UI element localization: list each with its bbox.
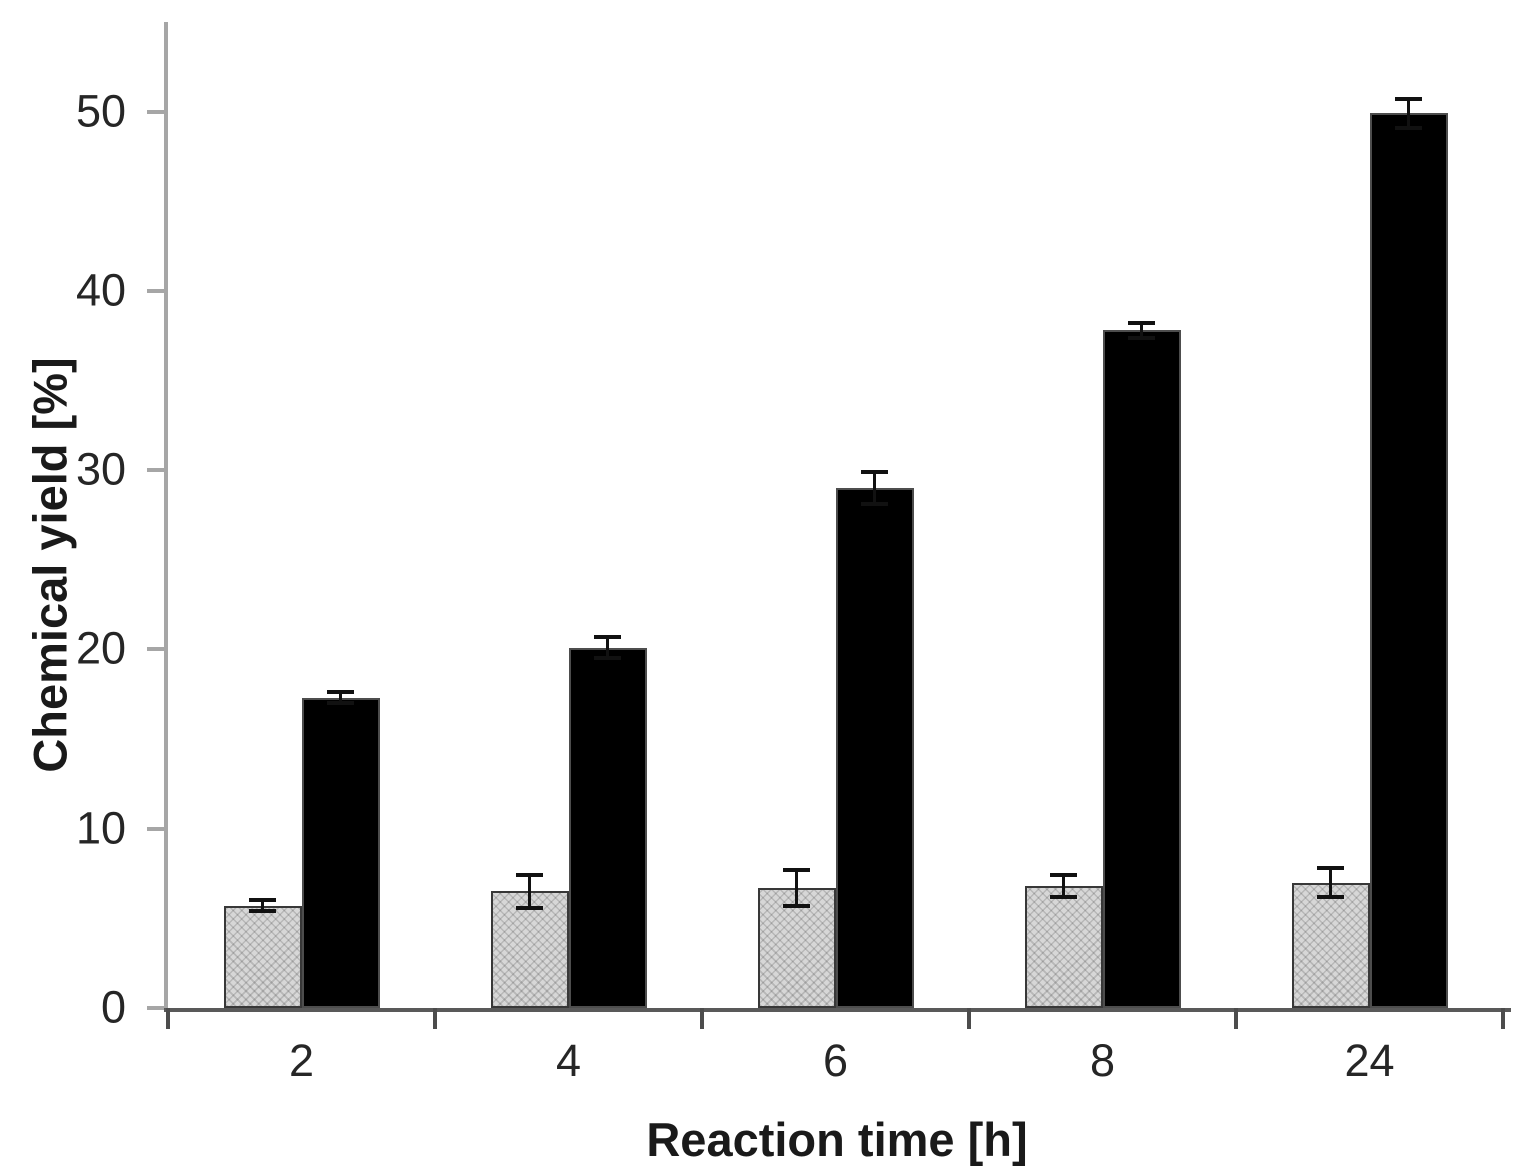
bar-gray-24h xyxy=(1291,882,1370,1008)
error-bar-cap-bottom xyxy=(594,656,621,661)
error-bar-cap-bottom xyxy=(1317,894,1344,899)
error-bar-cap-top xyxy=(1128,321,1155,326)
y-axis-tick xyxy=(147,826,164,831)
error-bar-cap-top xyxy=(861,469,888,474)
bar-black-24h xyxy=(1369,113,1448,1008)
y-tick-label: 20 xyxy=(75,623,126,675)
x-category-label: 24 xyxy=(1344,1035,1395,1086)
y-tick-label: 40 xyxy=(75,264,126,316)
bar-gray-2h xyxy=(223,905,302,1008)
error-bar-cap-top xyxy=(1050,873,1077,878)
x-axis-line xyxy=(164,1008,1511,1012)
error-bar-line xyxy=(795,869,798,906)
error-bar-line xyxy=(1329,868,1332,897)
x-category-label: 4 xyxy=(555,1035,582,1086)
error-bar-cap-top xyxy=(1395,97,1422,102)
bar-black-6h xyxy=(835,488,914,1008)
y-axis-tick xyxy=(147,647,164,652)
error-bar-line xyxy=(873,471,876,505)
error-bar-cap-bottom xyxy=(783,903,810,908)
error-bar-cap-bottom xyxy=(1395,125,1422,130)
bar-gray-4h xyxy=(490,891,569,1008)
y-axis-title: Chemical yield [%] xyxy=(23,357,77,773)
error-bar-line xyxy=(339,692,342,704)
error-bar-cap-bottom xyxy=(327,701,354,706)
x-axis-tick xyxy=(967,1008,971,1029)
error-bar-line xyxy=(1140,323,1143,338)
y-axis-tick xyxy=(147,1006,164,1010)
x-category-label: 6 xyxy=(822,1035,849,1086)
x-axis-tick xyxy=(166,1008,170,1029)
error-bar-cap-top xyxy=(249,898,276,903)
error-bar-line xyxy=(1062,875,1065,897)
y-tick-label: 0 xyxy=(100,981,126,1033)
y-tick-label: 50 xyxy=(75,85,126,137)
y-axis-line xyxy=(164,22,168,1012)
x-axis-tick xyxy=(1501,1008,1505,1029)
error-bar-line xyxy=(528,875,531,908)
error-bar-cap-top xyxy=(327,690,354,695)
y-tick-label: 30 xyxy=(75,443,126,495)
y-axis-tick xyxy=(147,109,164,114)
x-category-label: 8 xyxy=(1089,1035,1116,1086)
error-bar-cap-bottom xyxy=(861,502,888,507)
x-axis-tick xyxy=(700,1008,704,1029)
y-axis-tick xyxy=(147,288,164,293)
error-bar-cap-top xyxy=(516,873,543,878)
error-bar-cap-top xyxy=(783,867,810,872)
x-axis-title: Reaction time [h] xyxy=(646,1113,1028,1166)
bar-black-2h xyxy=(301,697,380,1008)
bar-black-8h xyxy=(1102,330,1181,1008)
error-bar-cap-bottom xyxy=(1050,894,1077,899)
y-tick-label: 10 xyxy=(75,802,126,854)
x-axis-tick xyxy=(433,1008,437,1029)
x-axis-tick xyxy=(1234,1008,1238,1029)
error-bar-cap-bottom xyxy=(1128,335,1155,340)
bar-black-4h xyxy=(568,647,647,1008)
error-bar-line xyxy=(1407,99,1410,128)
bar-gray-8h xyxy=(1024,886,1103,1008)
error-bar-line xyxy=(606,636,609,659)
error-bar-cap-bottom xyxy=(249,909,276,914)
x-category-label: 2 xyxy=(288,1035,315,1086)
error-bar-cap-bottom xyxy=(516,905,543,910)
error-bar-line xyxy=(261,900,264,912)
y-axis-tick xyxy=(147,468,164,473)
error-bar-cap-top xyxy=(594,634,621,639)
error-bar-cap-top xyxy=(1317,866,1344,871)
plot-area: 0 10 20 30 40 50 2 4 6 8 24 xyxy=(76,22,1511,1083)
